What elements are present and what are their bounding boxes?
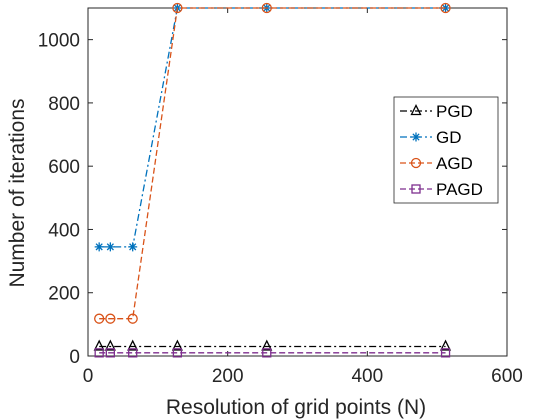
x-axis-label: Resolution of grid points (N) bbox=[166, 396, 426, 419]
data-point bbox=[105, 348, 115, 358]
legend-marker bbox=[410, 157, 422, 169]
y-tick-label: 1000 bbox=[38, 31, 80, 52]
data-point bbox=[441, 3, 451, 13]
legend-label: AGD bbox=[436, 154, 473, 173]
x-tick-label: 400 bbox=[351, 366, 383, 387]
y-tick-label: 600 bbox=[48, 157, 80, 178]
series-line bbox=[99, 7, 446, 248]
data-point bbox=[262, 348, 272, 358]
series-pgd bbox=[93, 339, 452, 351]
x-tick-label: 0 bbox=[83, 366, 94, 387]
data-point bbox=[128, 242, 138, 252]
data-point bbox=[94, 242, 104, 252]
legend-item: GD bbox=[400, 128, 462, 147]
data-point bbox=[94, 348, 104, 358]
legend: PGD GD AGD PAGD bbox=[393, 96, 499, 204]
data-point bbox=[439, 339, 452, 351]
y-axis-label: Number of iterations bbox=[6, 98, 29, 287]
legend-item: AGD bbox=[400, 154, 473, 173]
series-agd bbox=[94, 2, 451, 324]
series-pagd bbox=[94, 348, 451, 358]
data-point bbox=[440, 2, 451, 14]
legend-marker bbox=[410, 104, 422, 116]
y-tick-label: 800 bbox=[48, 94, 80, 115]
data-point bbox=[172, 2, 183, 14]
data-point bbox=[93, 339, 105, 351]
y-tick-label: 0 bbox=[69, 347, 80, 368]
legend-label: GD bbox=[436, 128, 462, 147]
legend-marker bbox=[411, 132, 421, 142]
data-point bbox=[128, 348, 138, 358]
data-point bbox=[261, 339, 273, 351]
data-point bbox=[127, 313, 138, 324]
legend-label: PAGD bbox=[436, 180, 483, 199]
legend-item: PAGD bbox=[400, 180, 483, 199]
data-point bbox=[105, 242, 115, 252]
data-point bbox=[172, 348, 183, 358]
data-point bbox=[104, 339, 116, 351]
y-tick-label: 400 bbox=[48, 220, 80, 241]
plot-area: 0 200 400 600 0 200 400 600 800 1000 PGD GD AGD PAGD bbox=[38, 2, 523, 387]
y-tick-label: 200 bbox=[48, 284, 80, 305]
x-tick-label: 600 bbox=[491, 366, 523, 387]
legend-marker bbox=[411, 184, 421, 194]
x-tick-label: 200 bbox=[212, 366, 244, 387]
legend-label: PGD bbox=[436, 102, 473, 121]
data-point bbox=[105, 313, 116, 324]
legend-item: PGD bbox=[400, 102, 473, 121]
data-point bbox=[94, 313, 105, 324]
data-point bbox=[261, 2, 272, 14]
data-point bbox=[171, 339, 183, 351]
data-point bbox=[440, 348, 451, 358]
series-line bbox=[99, 7, 446, 320]
data-point bbox=[127, 339, 139, 351]
